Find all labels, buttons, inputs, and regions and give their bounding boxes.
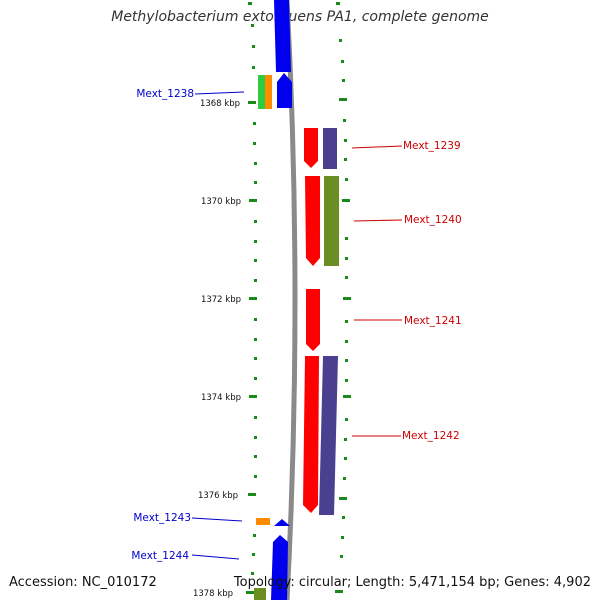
gene-arrow-mext-1241[interactable] bbox=[306, 289, 320, 351]
gene-label-mext-1242[interactable]: Mext_1242 bbox=[402, 430, 460, 442]
right-minor-ticks bbox=[336, 2, 348, 558]
cog-box-mext-1239[interactable] bbox=[323, 128, 337, 169]
gene-label-mext-1239[interactable]: Mext_1239 bbox=[403, 140, 461, 152]
scale-label-1372: 1372 kbp bbox=[201, 295, 241, 305]
gene-arrow-mext-1240[interactable] bbox=[305, 176, 320, 266]
gene-arrow-mext-1244[interactable] bbox=[271, 535, 288, 600]
gene-arrow-mext-1242[interactable] bbox=[303, 356, 319, 513]
gene-label-mext-1241[interactable]: Mext_1241 bbox=[404, 315, 462, 327]
gene-label-mext-1238[interactable]: Mext_1238 bbox=[136, 88, 194, 100]
cog-box-orange[interactable] bbox=[265, 75, 272, 109]
scale-label-1368: 1368 kbp bbox=[200, 99, 240, 109]
label-connectors bbox=[191, 91, 403, 560]
right-cog-boxes bbox=[319, 128, 339, 515]
topology-text: Topology: circular; Length: 5,471,154 bp… bbox=[233, 575, 591, 590]
left-major-ticks bbox=[246, 101, 257, 594]
cog-box-olive-bottom[interactable] bbox=[254, 588, 266, 600]
cog-box-green[interactable] bbox=[258, 75, 265, 109]
cog-box-mext-1242[interactable] bbox=[319, 356, 338, 515]
gene-label-mext-1244[interactable]: Mext_1244 bbox=[131, 550, 189, 562]
gene-label-mext-1240[interactable]: Mext_1240 bbox=[404, 214, 462, 226]
scale-label-1378: 1378 kbp bbox=[193, 589, 233, 599]
reverse-genes bbox=[303, 128, 320, 513]
map-title: Methylobacterium extorquens PA1, complet… bbox=[111, 9, 489, 25]
scale-label-1374: 1374 kbp bbox=[201, 393, 241, 403]
scale-label-1376: 1376 kbp bbox=[198, 491, 238, 501]
gene-arrow-mext-1238[interactable] bbox=[277, 73, 292, 108]
accession-text: Accession: NC_010172 bbox=[9, 575, 157, 590]
forward-genes bbox=[271, 0, 292, 600]
scale-label-1370: 1370 kbp bbox=[201, 197, 241, 207]
cog-box-mext-1240[interactable] bbox=[324, 176, 339, 266]
right-major-ticks bbox=[335, 98, 351, 593]
gene-arrow-blue-top[interactable] bbox=[274, 0, 291, 72]
cog-box-orange-small[interactable] bbox=[256, 518, 270, 525]
gene-arrow-mext-1239[interactable] bbox=[304, 128, 318, 168]
left-cog-boxes bbox=[254, 75, 272, 600]
gene-arrow-mext-1243[interactable] bbox=[274, 519, 290, 526]
gene-label-mext-1243[interactable]: Mext_1243 bbox=[133, 512, 191, 524]
left-minor-ticks bbox=[248, 2, 257, 575]
